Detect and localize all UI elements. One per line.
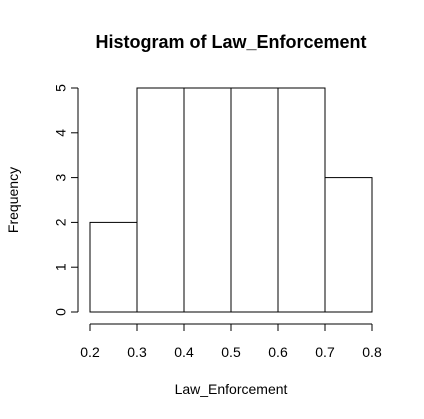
x-axis-label: Law_Enforcement [175,381,288,397]
y-tick-label-0: 0 [53,308,69,316]
bars-group [89,87,373,313]
x-tick-label-6: 0.8 [362,344,382,360]
y-axis: 0 1 2 3 4 5 [53,84,79,316]
chart-title: Histogram of Law_Enforcement [95,32,366,52]
y-tick-label-3: 3 [53,173,69,181]
x-tick-label-0: 0.2 [80,344,100,360]
x-axis: 0.2 0.3 0.4 0.5 0.6 0.7 0.8 [80,323,382,360]
x-tick-label-2: 0.4 [174,344,194,360]
x-tick-label-5: 0.7 [315,344,335,360]
histogram-bar-2 [183,87,232,313]
y-tick-label-1: 1 [53,263,69,271]
histogram-bar-5 [324,177,373,313]
y-tick-label-2: 2 [53,218,69,226]
histogram-bar-3 [230,87,279,313]
x-tick-label-4: 0.6 [268,344,288,360]
y-tick-label-4: 4 [53,129,69,137]
histogram-bar-4 [277,87,326,313]
y-axis-label: Frequency [5,167,21,233]
x-tick-label-1: 0.3 [127,344,147,360]
x-tick-label-3: 0.5 [221,344,241,360]
y-tick-label-5: 5 [53,84,69,92]
histogram-bar-1 [136,87,185,313]
histogram-bar-0 [89,221,138,313]
